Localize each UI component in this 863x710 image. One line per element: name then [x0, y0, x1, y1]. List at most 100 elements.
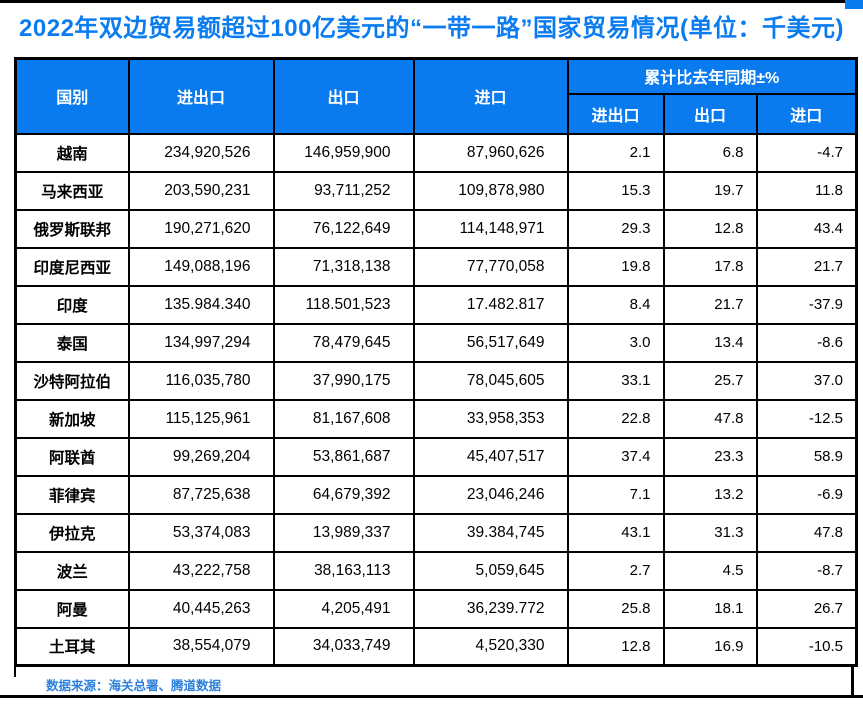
col-header-country: 国别 — [14, 57, 130, 135]
col-header-import: 进口 — [412, 57, 569, 135]
cell-yoy_export: 13.2 — [662, 474, 758, 515]
cell-yoy_import: 37.0 — [755, 360, 858, 401]
table-row: 伊拉克 53,374,083 13,989,337 39.384,745 43.1 31.… — [14, 512, 858, 553]
cell-yoy_export: 17.8 — [662, 246, 758, 287]
cell-import: 36,239.772 — [412, 588, 569, 629]
cell-country: 泰国 — [14, 322, 130, 363]
cell-yoy_total: 37.4 — [566, 436, 665, 477]
cell-total: 99,269,204 — [127, 436, 275, 477]
cell-country: 印度尼西亚 — [14, 246, 130, 287]
cell-yoy_total: 43.1 — [566, 512, 665, 553]
cell-country: 俄罗斯联邦 — [14, 208, 130, 249]
top-border-bar — [0, 0, 846, 3]
cell-total: 40,445,263 — [127, 588, 275, 629]
cell-yoy_total: 22.8 — [566, 398, 665, 439]
cell-export: 118.501,523 — [272, 284, 415, 325]
table-row: 菲律宾 87,725,638 64,679,392 23,046,246 7.1 13.2… — [14, 474, 858, 515]
trade-table-header: 国别 进出口 出口 进口 累计比去年同期±% 进出口 出口 进口 — [14, 57, 858, 135]
cell-import: 87,960,626 — [412, 132, 569, 173]
cell-export: 38,163,113 — [272, 550, 415, 591]
trade-table-body: 越南 234,920,526 146,959,900 87,960,626 2.1 6.8… — [14, 132, 858, 667]
cell-yoy_export: 12.8 — [662, 208, 758, 249]
cell-yoy_export: 21.7 — [662, 284, 758, 325]
cell-total: 134,997,294 — [127, 322, 275, 363]
cell-total: 115,125,961 — [127, 398, 275, 439]
cell-export: 4,205,491 — [272, 588, 415, 629]
cell-export: 78,479,645 — [272, 322, 415, 363]
cell-import: 39.384,745 — [412, 512, 569, 553]
cell-total: 116,035,780 — [127, 360, 275, 401]
top-right-accent-block — [845, 0, 863, 9]
cell-yoy_export: 6.8 — [662, 132, 758, 173]
cell-country: 阿联酋 — [14, 436, 130, 477]
cell-total: 38,554,079 — [127, 626, 275, 667]
cell-import: 23,046,246 — [412, 474, 569, 515]
cell-yoy_import: 58.9 — [755, 436, 858, 477]
table-row: 土耳其 38,554,079 34,033,749 4,520,330 12.8 16.9… — [14, 626, 858, 667]
table-row: 新加坡 115,125,961 81,167,608 33,958,353 22.8 47… — [14, 398, 858, 439]
header-row-sub: 进出口 出口 进口 — [16, 92, 858, 135]
cell-yoy_total: 15.3 — [566, 170, 665, 211]
cell-export: 13,989,337 — [272, 512, 415, 553]
cell-import: 56,517,649 — [412, 322, 569, 363]
cell-country: 印度 — [14, 284, 130, 325]
cell-yoy_export: 19.7 — [662, 170, 758, 211]
cell-export: 34,033,749 — [272, 626, 415, 667]
cell-country: 伊拉克 — [14, 512, 130, 553]
cell-yoy_total: 29.3 — [566, 208, 665, 249]
cell-yoy_total: 12.8 — [566, 626, 665, 667]
cell-yoy_import: -6.9 — [755, 474, 858, 515]
cell-yoy_export: 25.7 — [662, 360, 758, 401]
cell-yoy_import: -10.5 — [755, 626, 858, 667]
cell-yoy_total: 33.1 — [566, 360, 665, 401]
cell-yoy_export: 13.4 — [662, 322, 758, 363]
col-header-yoy-group: 累计比去年同期±% — [566, 57, 858, 95]
cell-yoy_import: 47.8 — [755, 512, 858, 553]
cell-country: 新加坡 — [14, 398, 130, 439]
trade-table: 国别 进出口 出口 进口 累计比去年同期±% 进出口 出口 进口 越南 234,9… — [14, 57, 859, 667]
cell-export: 146,959,900 — [272, 132, 415, 173]
cell-yoy_export: 23.3 — [662, 436, 758, 477]
table-row: 印度尼西亚 149,088,196 71,318,138 77,770,058 19.8… — [14, 246, 858, 287]
col-header-yoy-export: 出口 — [662, 92, 758, 135]
cell-import: 114,148,971 — [412, 208, 569, 249]
cell-export: 71,318,138 — [272, 246, 415, 287]
cell-total: 149,088,196 — [127, 246, 275, 287]
cell-import: 45,407,517 — [412, 436, 569, 477]
col-header-yoy-import: 进口 — [755, 92, 858, 135]
cell-country: 越南 — [14, 132, 130, 173]
table-row: 印度 135.984.340 118.501,523 17.482.817 8.4 21.… — [14, 284, 858, 325]
cell-export: 37,990,175 — [272, 360, 415, 401]
col-header-yoy-total: 进出口 — [566, 92, 665, 135]
cell-yoy_total: 19.8 — [566, 246, 665, 287]
table-row: 俄罗斯联邦 190,271,620 76,122,649 114,148,971 29.… — [14, 208, 858, 249]
cell-yoy_total: 3.0 — [566, 322, 665, 363]
cell-yoy_total: 7.1 — [566, 474, 665, 515]
table-row: 泰国 134,997,294 78,479,645 56,517,649 3.0 13.4… — [14, 322, 858, 363]
data-source-note: 数据来源：海关总署、腾道数据 — [46, 679, 222, 693]
cell-yoy_import: -12.5 — [755, 398, 858, 439]
cell-yoy_export: 31.3 — [662, 512, 758, 553]
table-row: 波兰 43,222,758 38,163,113 5,059,645 2.7 4.5 -8.… — [14, 550, 858, 591]
cell-total: 87,725,638 — [127, 474, 275, 515]
header-row-main: 国别 进出口 出口 进口 累计比去年同期±% — [14, 57, 858, 135]
table-row: 沙特阿拉伯 116,035,780 37,990,175 78,045,605 33.1… — [14, 360, 858, 401]
cell-country: 土耳其 — [14, 626, 130, 667]
cell-country: 马来西亚 — [14, 170, 130, 211]
cell-import: 4,520,330 — [412, 626, 569, 667]
cell-yoy_import: -8.7 — [755, 550, 858, 591]
table-row: 阿曼 40,445,263 4,205,491 36,239.772 25.8 18.1 2… — [14, 588, 858, 629]
col-header-total: 进出口 — [127, 57, 275, 135]
table-row: 越南 234,920,526 146,959,900 87,960,626 2.1 6.8… — [14, 132, 858, 173]
bottom-border-line — [0, 695, 863, 698]
cell-import: 77,770,058 — [412, 246, 569, 287]
cell-yoy_total: 25.8 — [566, 588, 665, 629]
cell-country: 阿曼 — [14, 588, 130, 629]
cell-yoy_export: 4.5 — [662, 550, 758, 591]
cell-yoy_export: 16.9 — [662, 626, 758, 667]
cell-total: 135.984.340 — [127, 284, 275, 325]
cell-export: 93,711,252 — [272, 170, 415, 211]
page-title: 2022年双边贸易额超过100亿美元的“一带一路”国家贸易情况(单位：千美元) — [19, 15, 844, 42]
cell-import: 17.482.817 — [412, 284, 569, 325]
cell-import: 78,045,605 — [412, 360, 569, 401]
